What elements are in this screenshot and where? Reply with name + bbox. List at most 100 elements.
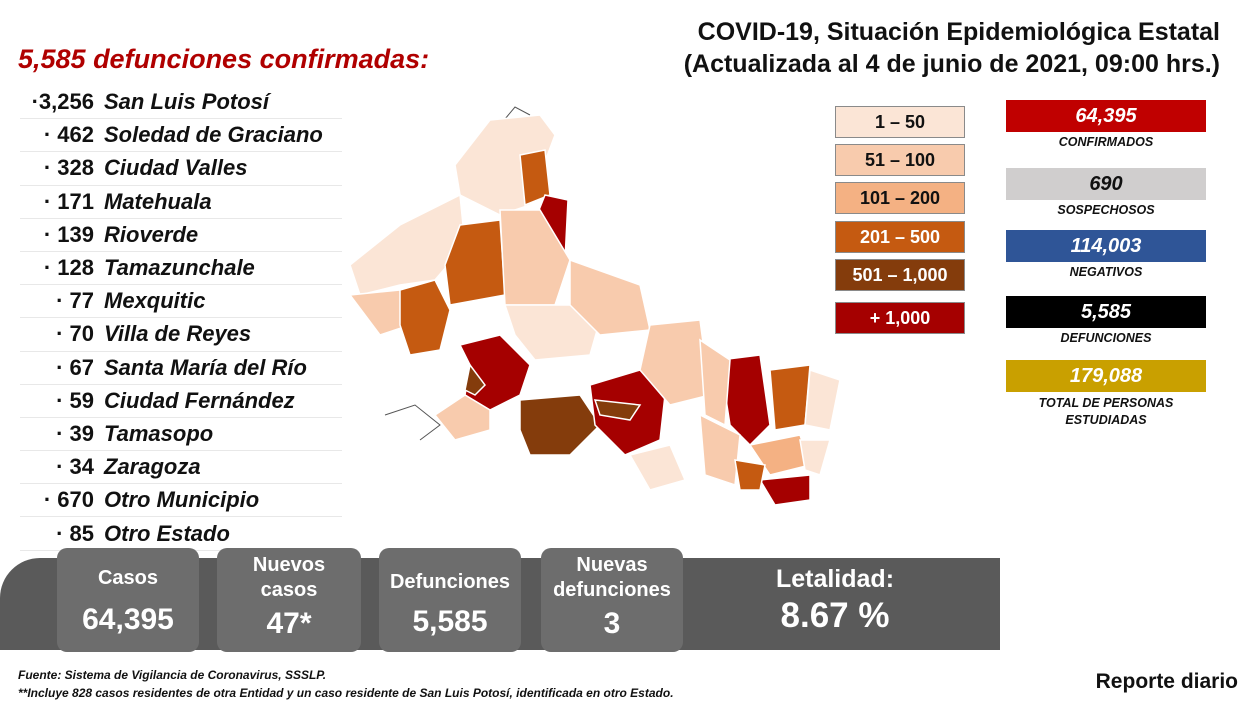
stat-defunciones-label: DEFUNCIONES <box>1060 331 1152 345</box>
summary-nuevas-defunciones-card: Nuevas defunciones 3 <box>541 548 683 652</box>
map-region-east4 <box>804 368 841 431</box>
legend-range-6: + 1,000 <box>835 302 965 334</box>
list-item: · 85 Otro Estado <box>20 517 342 551</box>
death-count: · 670 <box>43 487 94 513</box>
municipality-name: Soledad de Graciano <box>104 122 323 148</box>
nuevos-casos-label: Nuevos casos <box>252 554 326 601</box>
stat-sospechosos-label: SOSPECHOSOS <box>1057 203 1155 217</box>
municipality-name: Mexquitic <box>104 288 206 314</box>
list-item: · 67 Santa María del Río <box>20 352 342 385</box>
defunciones-label: Defunciones <box>389 571 511 593</box>
map-region-west-south <box>433 394 491 441</box>
death-count: · 139 <box>43 221 94 247</box>
nuevas-defunciones-value: 3 <box>603 607 621 640</box>
state-choropleth-map <box>348 106 841 506</box>
municipality-list: ·3,256 San Luis Potosí · 462 Soledad de Gr… <box>20 86 342 551</box>
municipality-name: Villa de Reyes <box>104 321 252 347</box>
legend-range-5: 501 – 1,000 <box>835 259 965 291</box>
legend-label: 51 – 100 <box>864 149 936 170</box>
municipality-name: Santa María del Río <box>104 354 307 380</box>
legend-range-4: 201 – 500 <box>835 221 965 253</box>
municipality-name: Rioverde <box>104 221 199 247</box>
municipality-name: Ciudad Valles <box>104 155 248 181</box>
stat-sospechosos-value: 690 <box>1006 168 1206 200</box>
map-region-west3 <box>399 279 451 356</box>
map-region-southwest2 <box>464 363 486 396</box>
municipality-name: Tamasopo <box>104 420 214 446</box>
death-count: ·3,256 <box>31 89 94 115</box>
stat-negativos-value: 114,003 <box>1006 230 1206 262</box>
letalidad-label: Letalidad: <box>775 565 895 593</box>
casos-label: Casos <box>97 567 159 589</box>
map-region-east2 <box>699 338 731 427</box>
list-item: ·3,256 San Luis Potosí <box>20 86 342 120</box>
legend-label: 201 – 500 <box>859 226 941 247</box>
source-note: Fuente: Sistema de Vigilancia de Coronav… <box>18 668 327 682</box>
list-item: · 139 Rioverde <box>20 219 342 252</box>
municipality-name: San Luis Potosí <box>104 89 270 115</box>
deaths-heading: 5,585 defunciones confirmadas: <box>18 44 430 74</box>
death-count: · 70 <box>56 321 94 347</box>
map-region-east-valles <box>719 354 771 447</box>
stat-defunciones-value: 5,585 <box>1006 296 1206 328</box>
map-region-soledad <box>593 399 642 421</box>
stat-total-value: 179,088 <box>1006 360 1206 392</box>
legend-label: 501 – 1,000 <box>852 264 948 285</box>
municipality-name: Zaragoza <box>104 454 201 480</box>
legend-range-3: 101 – 200 <box>835 182 965 214</box>
death-count: · 77 <box>56 288 94 314</box>
municipality-name: Matehuala <box>104 188 212 214</box>
map-region-huasteca4 <box>799 439 831 476</box>
daily-report-label: Reporte diario <box>1095 670 1238 693</box>
municipality-name: Otro Estado <box>104 520 230 546</box>
map-regions <box>348 114 841 506</box>
map-region-center-east <box>639 319 711 406</box>
legend-label: + 1,000 <box>869 307 931 328</box>
summary-casos-card: Casos 64,395 <box>57 548 199 652</box>
map-region-huasteca2 <box>699 413 741 487</box>
death-count: · 39 <box>56 420 94 446</box>
map-region-tamazunchale <box>758 474 811 506</box>
list-item: · 128 Tamazunchale <box>20 252 342 286</box>
list-item: · 670 Otro Municipio <box>20 484 342 518</box>
summary-defunciones-card: Defunciones 5,585 <box>379 548 521 652</box>
title-line-1: COVID-19, Situación Epidemiológica Estat… <box>697 18 1220 46</box>
map-region-south-center <box>519 394 601 456</box>
death-count: · 462 <box>43 122 94 148</box>
list-item: · 462 Soledad de Graciano <box>20 119 342 153</box>
stat-negativos-label: NEGATIVOS <box>1069 265 1143 279</box>
legend-label: 101 – 200 <box>859 187 941 208</box>
footer-notes: Fuente: Sistema de Vigilancia de Coronav… <box>18 666 674 702</box>
map-region-west <box>444 219 506 306</box>
map-region-south <box>628 444 687 491</box>
legend-label: 1 – 50 <box>874 111 926 132</box>
municipality-name: Otro Municipio <box>104 487 260 513</box>
nuevas-defunciones-label: Nuevas defunciones <box>553 554 671 601</box>
summary-letalidad: Letalidad: 8.67 % <box>720 565 950 636</box>
map-region-center-north <box>499 209 571 306</box>
municipality-name: Tamazunchale <box>104 255 255 281</box>
stat-confirmados-label: CONFIRMADOS <box>1058 135 1154 149</box>
municipality-name: Ciudad Fernández <box>104 387 295 413</box>
legend-range-2: 51 – 100 <box>835 144 965 176</box>
list-item: · 171 Matehuala <box>20 186 342 219</box>
footnote: **Incluye 828 casos residentes de otra E… <box>18 686 674 700</box>
death-count: · 59 <box>56 387 94 413</box>
list-item: · 59 Ciudad Fernández <box>20 385 342 418</box>
death-count: · 128 <box>43 255 94 281</box>
death-count: · 171 <box>43 188 94 214</box>
stat-confirmados-value: 64,395 <box>1006 100 1206 132</box>
map-region-east3 <box>769 364 811 431</box>
page-title: COVID-19, Situación Epidemiológica Estat… <box>684 16 1220 80</box>
nuevos-casos-value: 47* <box>266 607 312 640</box>
list-item: · 34 Zaragoza <box>20 451 342 485</box>
list-item: · 77 Mexquitic <box>20 285 342 319</box>
summary-nuevos-casos-card: Nuevos casos 47* <box>217 548 361 652</box>
death-count: · 328 <box>43 155 94 181</box>
list-item: · 70 Villa de Reyes <box>20 318 342 352</box>
casos-value: 64,395 <box>82 603 174 636</box>
list-item: · 328 Ciudad Valles <box>20 152 342 186</box>
map-region-east-central <box>569 258 651 336</box>
stat-total-label: TOTAL DE PERSONAS ESTUDIADAS <box>1038 396 1174 427</box>
death-count: · 67 <box>56 354 94 380</box>
